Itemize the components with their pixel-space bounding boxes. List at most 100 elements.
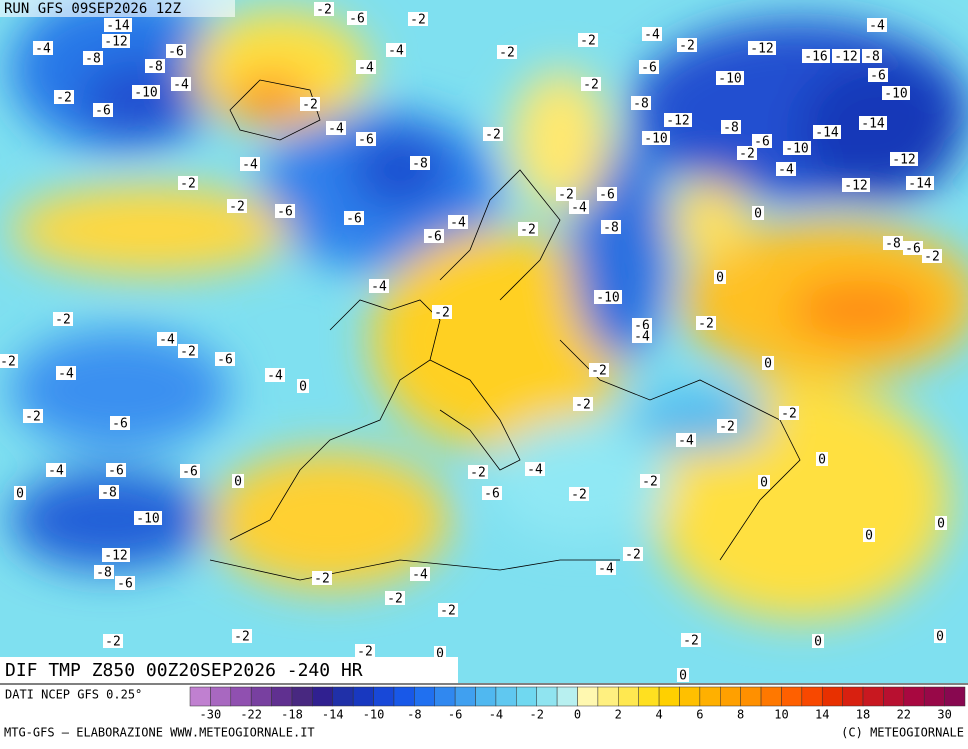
contour-label: -12 (844, 179, 867, 194)
contour-label-box (227, 199, 247, 213)
contour-label-box (525, 462, 545, 476)
contour-label-box (448, 215, 468, 229)
contour-label: -2 (781, 407, 797, 422)
credit: MTG-GFS — ELABORAZIONE WWW.METEOGIORNALE… (4, 726, 315, 740)
colorbar-swatch (781, 686, 803, 707)
contour-label-box (356, 132, 376, 146)
contour-label-box (356, 60, 376, 74)
contour-label-box (94, 565, 114, 579)
contour-label: -4 (371, 280, 387, 295)
colorbar-swatch (352, 686, 374, 707)
colorbar-tick-label: -6 (448, 708, 462, 722)
colorbar-swatch (189, 686, 211, 707)
contour-label-box (110, 416, 130, 430)
contour-label-box (438, 603, 458, 617)
contour-label-box (677, 668, 689, 682)
contour-label: -10 (136, 512, 159, 527)
contour-label: -2 (575, 398, 591, 413)
contour-label: -2 (180, 345, 196, 360)
contour-label: -2 (55, 313, 71, 328)
contour-label-box (716, 71, 744, 85)
contour-label-box (102, 548, 130, 562)
contour-label: -2 (924, 250, 940, 265)
contour-label: -4 (159, 333, 175, 348)
colorbar-swatch (923, 686, 945, 707)
contour-label-box (178, 344, 198, 358)
contour-label: -12 (104, 549, 127, 564)
contour-label-box (816, 452, 828, 466)
contour-label-box (424, 229, 444, 243)
contour-label: -6 (754, 135, 770, 150)
contour-label: -8 (633, 97, 649, 112)
contour-label: -2 (434, 306, 450, 321)
contour-label: -4 (358, 61, 374, 76)
contour-label: 0 (760, 476, 768, 491)
contour-label: -2 (0, 355, 16, 370)
contour-label: -12 (104, 35, 127, 50)
contour-label-box (714, 270, 726, 284)
contour-label: 0 (936, 630, 944, 645)
contour-label-box (776, 162, 796, 176)
contour-label-box (300, 97, 320, 111)
contour-labels: -14-12-4-8 -6-8-4-10-2-6-2-2 -6-4-2-6 -2-4-… (0, 2, 947, 684)
contour-label: -4 (173, 78, 189, 93)
contour-label-box (859, 116, 887, 130)
colorbar-tick-label: 10 (774, 708, 788, 722)
colorbar-tick-label: -2 (529, 708, 543, 722)
contour-label: -6 (870, 69, 886, 84)
contour-label: -2 (698, 317, 714, 332)
contour-label: -2 (558, 188, 574, 203)
contour-label: -2 (739, 147, 755, 162)
contour-label-box (0, 354, 18, 368)
contour-label: -2 (387, 592, 403, 607)
contour-label: 0 (436, 647, 444, 662)
contour-label: -6 (599, 188, 615, 203)
contour-label-box (355, 644, 375, 658)
colorbar-tick-label: 2 (615, 708, 622, 722)
contour-label-box (832, 49, 860, 63)
contour-label-box (573, 397, 593, 411)
contour-label-box (863, 528, 875, 542)
contour-label: -2 (410, 13, 426, 28)
contour-label-box (386, 43, 406, 57)
contour-label: 0 (679, 669, 687, 684)
contour-label: 0 (814, 635, 822, 650)
colorbar-swatch (862, 686, 884, 707)
colorbar-swatch (393, 686, 415, 707)
contour-label: -16 (804, 50, 827, 65)
contour-label-box (102, 34, 130, 48)
contour-label-box (596, 561, 616, 575)
colorbar-swatch (332, 686, 354, 707)
contour-label: -2 (625, 548, 641, 563)
contour-label: 0 (716, 271, 724, 286)
colorbar-swatch (210, 686, 232, 707)
contour-label: 0 (764, 357, 772, 372)
contour-label: -4 (58, 367, 74, 382)
colorbar-tick-label: -14 (322, 708, 344, 722)
contour-label-box (922, 249, 942, 263)
contour-label-box (518, 222, 538, 236)
contour-label: -2 (683, 634, 699, 649)
contour-label: -4 (869, 19, 885, 34)
colorbar-swatch (312, 686, 334, 707)
contour-label-box (696, 316, 716, 330)
contour-label: -6 (112, 417, 128, 432)
colorbar-tick-label: 22 (897, 708, 911, 722)
contour-label: -4 (35, 42, 51, 57)
contour-label-box (556, 187, 576, 201)
contour-label: -2 (499, 46, 515, 61)
contour-label-box (178, 176, 198, 190)
contour-label-box (664, 113, 692, 127)
contour-label-box (14, 486, 26, 500)
contour-label-box (314, 2, 334, 16)
colorbar-swatch (271, 686, 293, 707)
contour-label-box (410, 567, 430, 581)
colorbar-swatch (414, 686, 435, 707)
contour-label: -4 (571, 201, 587, 216)
contour-label-box (597, 187, 617, 201)
contour-label: 0 (234, 475, 242, 490)
contour-label-box (717, 419, 737, 433)
contour-label-box (934, 629, 946, 643)
colorbar-tick-label: 30 (937, 708, 951, 722)
contour-label-box (115, 576, 135, 590)
